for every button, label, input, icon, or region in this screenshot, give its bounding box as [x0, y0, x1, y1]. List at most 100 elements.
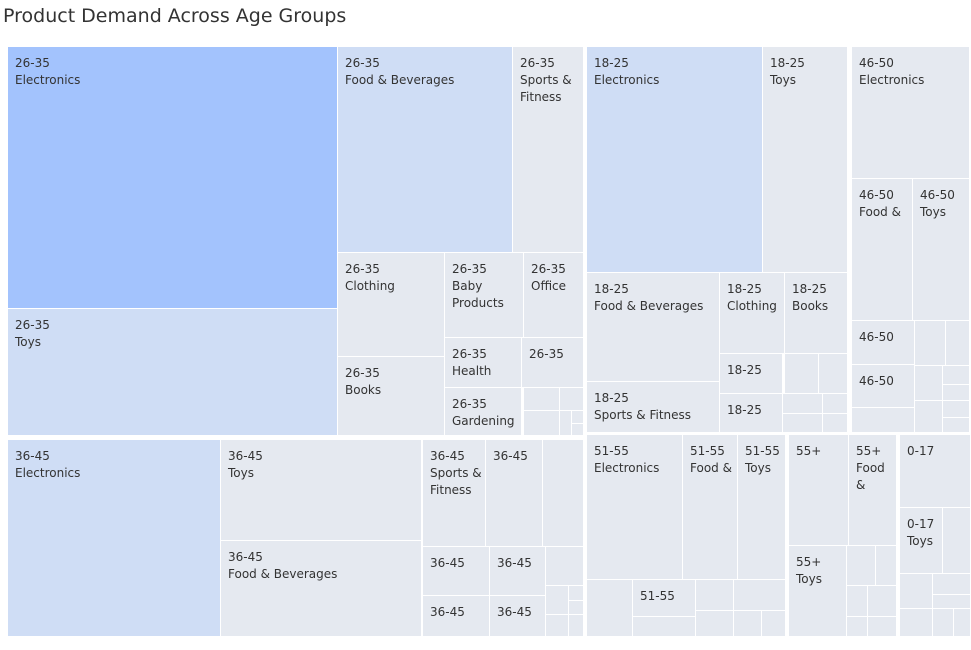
treemap-tile-minor — [915, 366, 942, 400]
tile-label: 51-55 Electronics — [594, 443, 680, 477]
tile-age-label: 36-45 — [430, 556, 465, 570]
tile-category-label: Food & — [859, 205, 901, 219]
treemap-tile-minor — [868, 617, 896, 636]
treemap-tile-minor — [587, 580, 632, 636]
tile-category-label: Electronics — [15, 73, 81, 87]
tile-age-label: 46-50 — [920, 188, 955, 202]
tile-category-label: Food & Beverages — [228, 567, 338, 581]
treemap-tile: 18-25 — [720, 394, 782, 432]
tile-category-label: Books — [345, 383, 382, 397]
treemap-tile: 36-45 — [423, 596, 489, 636]
tile-label: 18-25 Sports & Fitness — [594, 390, 717, 424]
treemap-tile-minor — [569, 586, 583, 600]
tile-category-label: Health — [452, 364, 492, 378]
tile-label: 36-45 — [430, 604, 487, 621]
tile-label: 51-55 Toys — [745, 443, 783, 477]
tile-label: 36-45 Sports & Fitness — [430, 448, 483, 499]
tile-label: 18-25 Electronics — [594, 55, 760, 89]
treemap-tile: 26-35 Food & Beverages — [338, 47, 512, 252]
treemap-tile: 36-45 Food & Beverages — [221, 541, 421, 636]
tile-age-label: 26-35 — [345, 366, 380, 380]
treemap-tile: 18-25 — [720, 354, 782, 393]
tile-label: 26-35 Office — [531, 261, 581, 295]
tile-age-label: 36-45 — [228, 550, 263, 564]
treemap-tile-minor — [819, 354, 847, 393]
tile-category-label: Toys — [770, 73, 796, 87]
treemap-tile: 36-45 — [490, 596, 545, 636]
tile-label: 18-25 Clothing — [727, 281, 782, 315]
tile-age-label: 36-45 — [497, 556, 532, 570]
tile-label: 26-35 Books — [345, 365, 442, 399]
treemap-tile-minor — [783, 414, 822, 432]
tile-label: 26-35 Baby Products — [452, 261, 521, 312]
tile-label: 26-35 Gardening — [452, 396, 519, 430]
treemap-tile-minor — [696, 611, 733, 636]
treemap-tile: 26-35 Health — [445, 338, 521, 387]
treemap-tile-minor — [943, 366, 969, 384]
tile-category-label: Baby Products — [452, 279, 504, 310]
treemap-tile-minor — [569, 615, 583, 636]
treemap-tile: 51-55 Toys — [738, 435, 785, 579]
treemap-tile: 26-35 Electronics — [8, 47, 337, 308]
treemap-tile-minor — [943, 508, 970, 573]
tile-label: 36-45 — [497, 555, 543, 572]
treemap-tile: 46-50 Toys — [913, 179, 969, 320]
tile-category-label: Clothing — [345, 279, 395, 293]
treemap-tile-minor — [734, 580, 785, 610]
tile-category-label: Food & Beverages — [345, 73, 455, 87]
treemap-tile-minor — [915, 401, 942, 432]
treemap-tile-minor — [900, 609, 932, 636]
treemap-tile: 36-45 Electronics — [8, 440, 220, 636]
tile-age-label: 0-17 — [907, 444, 935, 458]
treemap-tile: 18-25 Sports & Fitness — [587, 382, 719, 432]
tile-age-label: 36-45 — [430, 605, 465, 619]
tile-category-label: Electronics — [594, 73, 660, 87]
treemap-tile-minor — [954, 609, 970, 636]
tile-age-label: 18-25 — [727, 282, 762, 296]
treemap-tile-minor — [783, 394, 822, 413]
treemap-tile-minor — [546, 615, 568, 636]
tile-age-label: 18-25 — [594, 391, 629, 405]
treemap-tile-minor — [915, 321, 945, 365]
treemap-tile: 26-35 Baby Products — [445, 253, 523, 337]
treemap-tile: 18-25 Food & Beverages — [587, 273, 719, 381]
treemap-tile-minor — [823, 394, 847, 413]
tile-age-label: 36-45 — [430, 449, 465, 463]
treemap-tile: 26-35 Books — [338, 357, 444, 435]
treemap-tile: 46-50 — [852, 321, 914, 364]
tile-label: 0-17 Toys — [907, 516, 940, 550]
treemap-tile-minor — [560, 411, 571, 435]
tile-label: 18-25 Books — [792, 281, 845, 315]
tile-category-label: Food & — [856, 461, 885, 492]
treemap-tile-minor — [546, 547, 583, 585]
tile-category-label: Gardening — [452, 414, 515, 428]
treemap-tile-minor — [847, 617, 867, 636]
tile-category-label: Books — [792, 299, 829, 313]
treemap-tile: 46-50 Electronics — [852, 47, 969, 178]
tile-label: 46-50 — [859, 329, 912, 346]
tile-label: 36-45 — [430, 555, 487, 572]
tile-label: 51-55 — [640, 588, 693, 605]
treemap-tile: 18-25 Clothing — [720, 273, 784, 353]
treemap-tile: 26-35 Gardening — [445, 388, 521, 435]
tile-age-label: 36-45 — [493, 449, 528, 463]
treemap-tile-minor — [560, 388, 583, 410]
treemap-tile: 36-45 — [490, 547, 545, 595]
treemap-tile: 51-55 Electronics — [587, 435, 682, 579]
tile-category-label: Electronics — [859, 73, 925, 87]
tile-label: 46-50 Electronics — [859, 55, 967, 89]
tile-category-label: Toys — [907, 534, 933, 548]
tile-category-label: Toys — [15, 335, 41, 349]
tile-label: 36-45 Electronics — [15, 448, 218, 482]
tile-label: 26-35 Sports & Fitness — [520, 55, 581, 106]
treemap-tile-minor — [868, 586, 896, 616]
chart-title: Product Demand Across Age Groups — [3, 5, 347, 27]
tile-age-label: 46-50 — [859, 56, 894, 70]
tile-age-label: 51-55 — [745, 444, 780, 458]
treemap-tile: 26-35 Toys — [8, 309, 337, 435]
treemap-tile-minor — [943, 385, 969, 400]
tile-age-label: 36-45 — [228, 449, 263, 463]
treemap-tile: 26-35 Office — [524, 253, 583, 337]
treemap-tile: 18-25 Electronics — [587, 47, 762, 272]
tile-age-label: 0-17 — [907, 517, 935, 531]
